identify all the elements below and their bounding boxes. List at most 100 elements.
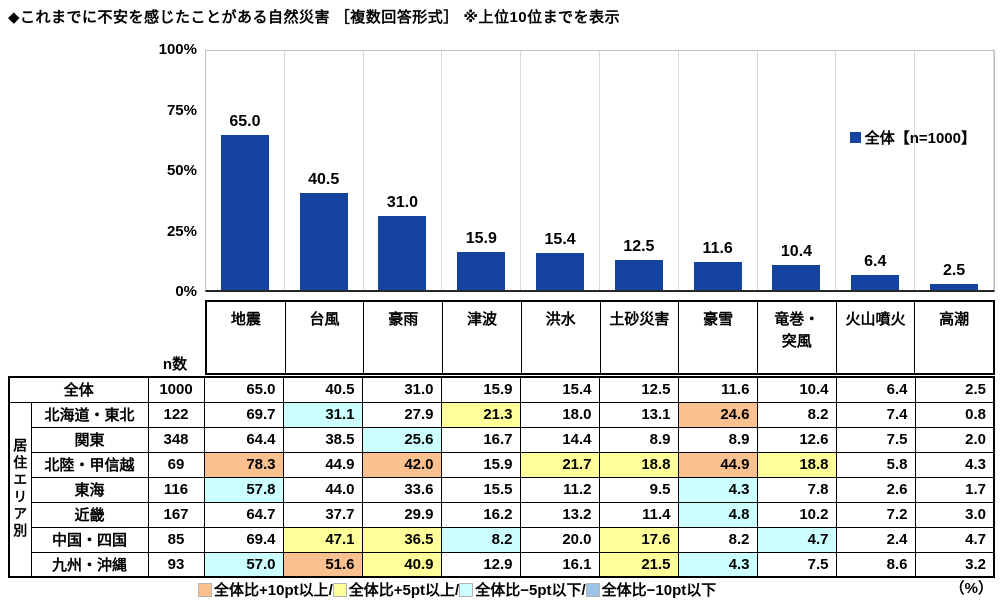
diff-swatch-icon bbox=[332, 582, 347, 597]
diff-legend-label: 全体比−10pt以下 bbox=[601, 582, 717, 599]
value-cell: 25.6 bbox=[361, 426, 442, 453]
chart-legend-label: 全体【n=1000】 bbox=[864, 130, 976, 147]
diff-legend-label: 全体比−5pt以下/ bbox=[475, 582, 586, 599]
chart-legend: 全体【n=1000】 bbox=[849, 127, 976, 148]
value-cell: 36.5 bbox=[361, 526, 442, 553]
bar bbox=[378, 215, 427, 290]
value-cell: 16.2 bbox=[440, 501, 521, 528]
value-cell: 57.0 bbox=[203, 551, 284, 578]
value-cell: 4.7 bbox=[756, 526, 837, 553]
value-cell: 13.2 bbox=[519, 501, 600, 528]
n-value: 348 bbox=[147, 426, 205, 453]
value-cell: 20.0 bbox=[519, 526, 600, 553]
value-cell: 13.1 bbox=[598, 401, 679, 428]
value-cell: 40.5 bbox=[282, 376, 363, 403]
bar-value-label: 31.0 bbox=[386, 193, 419, 211]
diff-legend: 全体比+10pt以上/全体比+5pt以上/全体比−5pt以下/全体比−10pt以… bbox=[198, 579, 716, 600]
value-cell: 16.1 bbox=[519, 551, 600, 578]
bar bbox=[614, 260, 663, 290]
value-cell: 4.3 bbox=[677, 476, 758, 503]
group-label-vertical: 居住エリア別 bbox=[8, 401, 32, 578]
value-cell: 2.6 bbox=[835, 476, 916, 503]
value-cell: 8.2 bbox=[440, 526, 521, 553]
value-cell: 44.0 bbox=[282, 476, 363, 503]
plot-column: 12.5 bbox=[600, 51, 679, 290]
value-cell: 8.2 bbox=[677, 526, 758, 553]
row-label: 関東 bbox=[30, 426, 149, 453]
n-value: 93 bbox=[147, 551, 205, 578]
bar-value-label: 11.6 bbox=[702, 240, 733, 258]
table-row: 東海 116 57.8 44.0 33.6 15.5 11.2 9.5 4.3 7.8 2.6 1.7 bbox=[9, 476, 995, 503]
y-tick-label: 50% bbox=[166, 162, 197, 179]
bar-value-label: 12.5 bbox=[623, 238, 655, 256]
value-cell: 8.6 bbox=[835, 551, 916, 578]
value-cell: 31.1 bbox=[282, 401, 363, 428]
value-cell: 8.9 bbox=[598, 426, 679, 453]
plot-column: 6.4 bbox=[836, 51, 916, 290]
value-cell: 5.8 bbox=[835, 451, 916, 478]
value-cell: 2.0 bbox=[914, 426, 995, 453]
row-label: 近畿 bbox=[30, 501, 149, 528]
value-cell: 44.9 bbox=[282, 451, 363, 478]
value-cell: 12.9 bbox=[440, 551, 521, 578]
bar bbox=[220, 134, 269, 290]
bar-value-label: 40.5 bbox=[308, 171, 340, 189]
value-cell: 7.2 bbox=[835, 501, 916, 528]
column-header-8: 火山噴火 bbox=[837, 302, 916, 373]
bar-value-label: 15.4 bbox=[544, 231, 576, 249]
plot-column: 2.5 bbox=[915, 51, 994, 290]
plot-column: 15.4 bbox=[521, 51, 600, 290]
plot-column: 65.0 bbox=[206, 51, 285, 290]
bar bbox=[772, 265, 821, 290]
table-row: 中国・四国 85 69.4 47.1 36.5 8.2 20.0 17.6 8.2 4.7 2.4 4… bbox=[9, 526, 995, 553]
value-cell: 21.5 bbox=[598, 551, 679, 578]
y-tick-label: 75% bbox=[166, 101, 197, 119]
n-value: 85 bbox=[147, 526, 205, 553]
plot-column: 11.6 bbox=[679, 51, 758, 290]
value-cell: 15.9 bbox=[440, 451, 521, 478]
column-header-0: 地震 bbox=[207, 302, 286, 373]
diff-legend-item: 全体比−10pt以下 bbox=[585, 579, 717, 600]
value-cell: 4.3 bbox=[914, 451, 995, 478]
value-cell: 7.5 bbox=[835, 426, 916, 453]
n-count-header: n数 bbox=[162, 356, 188, 373]
category-header-row: 地震 台風 豪雨 津波 洪水 土砂災害 豪雪 竜巻・ 突風 火山噴火 高潮 bbox=[205, 300, 995, 375]
value-cell: 29.9 bbox=[361, 501, 442, 528]
value-cell: 51.6 bbox=[282, 551, 363, 578]
row-label: 北海道・東北 bbox=[30, 401, 149, 428]
table-body: 全体 1000 65.0 40.5 31.0 15.9 15.4 12.5 11.6 10.4 6.… bbox=[8, 376, 995, 578]
row-label: 東海 bbox=[30, 476, 149, 503]
plot-column: 31.0 bbox=[364, 51, 443, 290]
value-cell: 7.5 bbox=[756, 551, 837, 578]
value-cell: 8.9 bbox=[677, 426, 758, 453]
column-header-2: 豪雨 bbox=[364, 302, 444, 373]
bar bbox=[299, 193, 348, 290]
bar-chart: 65.0 40.5 31.0 15.9 15.4 12.5 11.6 10.4 6.4 2.5 全… bbox=[205, 50, 995, 292]
value-cell: 21.7 bbox=[519, 451, 600, 478]
n-value: 122 bbox=[147, 401, 205, 428]
table-row: 九州・沖縄 93 57.0 51.6 40.9 12.9 16.1 21.5 4.3 7.5 8.6… bbox=[9, 551, 995, 578]
bar bbox=[851, 274, 900, 290]
value-cell: 11.6 bbox=[677, 376, 758, 403]
value-cell: 15.9 bbox=[440, 376, 521, 403]
value-cell: 16.7 bbox=[440, 426, 521, 453]
bar bbox=[457, 252, 506, 290]
value-cell: 3.2 bbox=[914, 551, 995, 578]
diff-swatch-icon bbox=[198, 582, 212, 597]
value-cell: 0.8 bbox=[914, 401, 995, 428]
column-header-1: 台風 bbox=[286, 302, 365, 373]
value-cell: 6.4 bbox=[835, 376, 916, 403]
row-label: 全体 bbox=[8, 376, 149, 403]
bar-value-label: 15.9 bbox=[465, 230, 497, 247]
value-cell: 15.4 bbox=[519, 376, 600, 403]
column-header-9: 高潮 bbox=[939, 311, 970, 328]
value-cell: 69.7 bbox=[203, 401, 284, 428]
value-cell: 3.0 bbox=[914, 501, 995, 528]
value-cell: 69.4 bbox=[203, 526, 284, 553]
value-cell: 7.4 bbox=[835, 401, 916, 428]
value-cell: 10.2 bbox=[756, 501, 837, 528]
value-cell: 11.2 bbox=[519, 476, 600, 503]
column-header-7: 竜巻・ 突風 bbox=[758, 302, 837, 373]
bar-value-label: 6.4 bbox=[864, 252, 887, 270]
value-cell: 12.6 bbox=[756, 426, 837, 453]
